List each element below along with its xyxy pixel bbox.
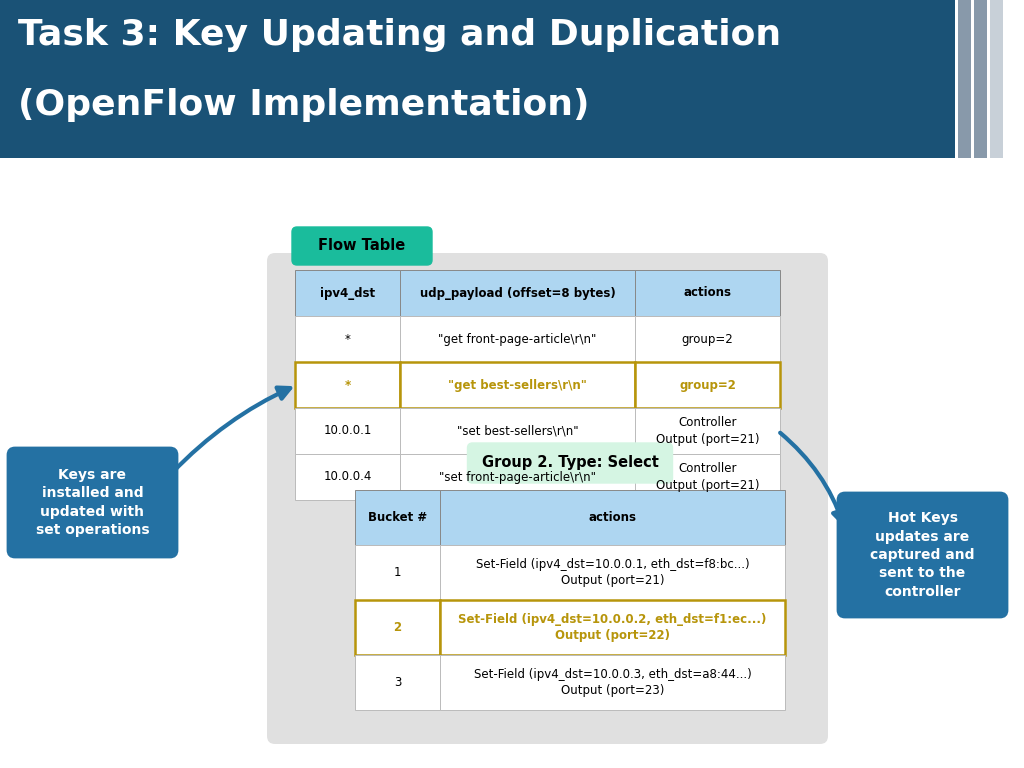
Text: Set-Field (ipv4_dst=10.0.0.3, eth_dst=a8:44...)
Output (port=23): Set-Field (ipv4_dst=10.0.0.3, eth_dst=a8… (474, 668, 752, 697)
Text: Group 2. Type: Select: Group 2. Type: Select (481, 455, 658, 471)
FancyBboxPatch shape (990, 0, 1002, 158)
FancyBboxPatch shape (295, 362, 400, 408)
FancyBboxPatch shape (400, 408, 635, 454)
FancyBboxPatch shape (400, 316, 635, 362)
Text: Hot Keys
updates are
captured and
sent to the
controller: Hot Keys updates are captured and sent t… (870, 511, 975, 599)
Text: "get front-page-article\r\n": "get front-page-article\r\n" (438, 333, 597, 346)
Text: 10.0.0.1: 10.0.0.1 (324, 425, 372, 438)
Text: actions: actions (589, 511, 637, 524)
FancyBboxPatch shape (295, 270, 400, 316)
Text: ipv4_dst: ipv4_dst (319, 286, 375, 300)
FancyBboxPatch shape (440, 490, 785, 545)
Text: 1: 1 (394, 566, 401, 579)
FancyBboxPatch shape (292, 227, 432, 265)
Text: "set best-sellers\r\n": "set best-sellers\r\n" (457, 425, 579, 438)
Text: udp_payload (offset=8 bytes): udp_payload (offset=8 bytes) (420, 286, 615, 300)
Text: 10.0.0.4: 10.0.0.4 (324, 471, 372, 484)
Text: *: * (344, 379, 350, 392)
FancyBboxPatch shape (838, 493, 1007, 617)
Text: 2: 2 (393, 621, 401, 634)
FancyBboxPatch shape (295, 316, 400, 362)
FancyBboxPatch shape (440, 600, 785, 655)
Text: Flow Table: Flow Table (318, 239, 406, 253)
Text: "set front-page-article\r\n": "set front-page-article\r\n" (439, 471, 596, 484)
FancyBboxPatch shape (635, 316, 780, 362)
Text: (OpenFlow Implementation): (OpenFlow Implementation) (18, 88, 590, 122)
Text: Set-Field (ipv4_dst=10.0.0.1, eth_dst=f8:bc...)
Output (port=21): Set-Field (ipv4_dst=10.0.0.1, eth_dst=f8… (476, 558, 750, 587)
Text: Bucket #: Bucket # (368, 511, 427, 524)
FancyBboxPatch shape (635, 270, 780, 316)
FancyBboxPatch shape (468, 443, 673, 483)
Text: Set-Field (ipv4_dst=10.0.0.2, eth_dst=f1:ec...)
Output (port=22): Set-Field (ipv4_dst=10.0.0.2, eth_dst=f1… (459, 613, 767, 642)
FancyBboxPatch shape (400, 454, 635, 500)
FancyBboxPatch shape (635, 362, 780, 408)
FancyBboxPatch shape (635, 408, 780, 454)
FancyBboxPatch shape (400, 270, 635, 316)
Text: group=2: group=2 (682, 333, 733, 346)
FancyBboxPatch shape (958, 0, 971, 158)
Text: group=2: group=2 (679, 379, 736, 392)
FancyBboxPatch shape (295, 408, 400, 454)
FancyBboxPatch shape (440, 545, 785, 600)
FancyBboxPatch shape (295, 454, 400, 500)
FancyBboxPatch shape (355, 545, 440, 600)
Text: *: * (344, 333, 350, 346)
FancyBboxPatch shape (440, 655, 785, 710)
Text: Keys are
installed and
updated with
set operations: Keys are installed and updated with set … (36, 468, 150, 537)
FancyBboxPatch shape (400, 362, 635, 408)
FancyBboxPatch shape (8, 448, 177, 557)
FancyBboxPatch shape (355, 655, 440, 710)
Text: "get best-sellers\r\n": "get best-sellers\r\n" (449, 379, 587, 392)
FancyBboxPatch shape (355, 600, 440, 655)
Text: 3: 3 (394, 676, 401, 689)
Text: Controller
Output (port=21): Controller Output (port=21) (655, 416, 759, 445)
Text: Controller
Output (port=21): Controller Output (port=21) (655, 462, 759, 492)
FancyBboxPatch shape (0, 0, 955, 158)
FancyBboxPatch shape (635, 454, 780, 500)
FancyBboxPatch shape (355, 490, 440, 545)
Text: actions: actions (683, 286, 731, 300)
FancyBboxPatch shape (974, 0, 987, 158)
Text: Task 3: Key Updating and Duplication: Task 3: Key Updating and Duplication (18, 18, 781, 52)
FancyBboxPatch shape (267, 253, 828, 744)
